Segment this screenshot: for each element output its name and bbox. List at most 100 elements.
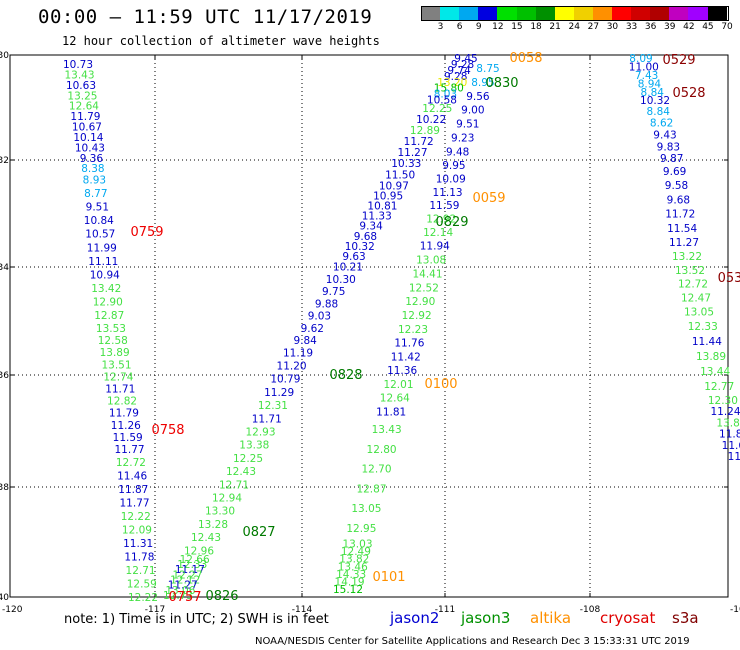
track-value: 10.32 xyxy=(640,95,670,107)
colorbar-swatch xyxy=(669,6,689,20)
track-value: 13.52 xyxy=(675,265,705,277)
colorbar-label: 42 xyxy=(683,22,695,32)
track-value: 14.19 xyxy=(335,576,365,588)
colorbar-swatch xyxy=(707,6,728,20)
page-title: 00:00 – 11:59 UTC 11/17/2019 xyxy=(38,6,373,28)
track-value: 9.28 xyxy=(451,59,474,71)
footer-credit: NOAA/NESDIS Center for Satellite Applica… xyxy=(255,636,690,647)
track-value: 11.99 xyxy=(87,242,117,254)
track-value: 12.66 xyxy=(180,554,210,566)
track-value: 9.23 xyxy=(451,132,474,144)
legend-s3a: s3a xyxy=(672,609,699,627)
track-value: 12.80 xyxy=(367,444,397,456)
colorbar-swatch xyxy=(459,6,479,20)
track-value: 10.97 xyxy=(379,180,409,192)
track-value: 9.62 xyxy=(301,323,324,335)
track-value: 10.32 xyxy=(345,241,375,253)
track-value: 10.63 xyxy=(66,80,96,92)
track-value: 11.26 xyxy=(111,420,141,432)
track-value: 12.90 xyxy=(93,297,123,309)
track-value: 11.42 xyxy=(391,351,421,363)
colorbar-swatch xyxy=(516,6,537,20)
x-tick-label: -114 xyxy=(292,605,313,615)
track-value: 11.81 xyxy=(376,406,406,418)
track-value: 9.36 xyxy=(80,153,104,165)
track-value: 13.51 xyxy=(101,359,131,371)
time-label-0100: 0100 xyxy=(424,377,457,392)
track-value: 9.68 xyxy=(354,231,377,243)
units-note: note: 1) Time is in UTC; 2) SWH is in fe… xyxy=(64,612,329,627)
track-value: 11.20 xyxy=(277,360,307,372)
colorbar-swatch xyxy=(535,6,556,20)
track-value: 8.03 xyxy=(434,89,457,101)
colorbar-label: 45 xyxy=(702,22,714,32)
track-value: 13.82 xyxy=(339,554,369,566)
time-label-0830: 0830 xyxy=(485,76,518,91)
track-value: 9.51 xyxy=(456,119,479,131)
track-value: 12.43 xyxy=(226,466,256,478)
track-value: 11.59 xyxy=(429,200,459,212)
time-label-0826: 0826 xyxy=(205,589,238,604)
track-value: 9.48 xyxy=(446,146,469,158)
track-value: 12.95 xyxy=(346,523,376,535)
track-value: 11.77 xyxy=(120,498,150,510)
track-value: 9.28 xyxy=(444,71,467,83)
y-tick-label: -30 xyxy=(0,51,9,61)
track-value: 11.54 xyxy=(667,223,697,235)
track-value: 11.29 xyxy=(264,387,294,399)
track-value: 9.00 xyxy=(461,105,484,117)
track-value: 11.78 xyxy=(124,552,154,564)
track-value: 12.77 xyxy=(704,381,734,393)
track-value: 13.46 xyxy=(338,561,368,573)
track-value: 13.05 xyxy=(351,503,381,515)
track-value: 12.70 xyxy=(361,464,391,476)
track-value: 12.14 xyxy=(423,227,453,239)
time-label-0528: 0528 xyxy=(672,86,705,101)
track-value: 12.25 xyxy=(422,103,452,115)
track-value: 11.79 xyxy=(109,408,139,420)
track-value: 13.89 xyxy=(100,347,130,359)
time-label-0758: 0758 xyxy=(151,423,184,438)
track-value: 9.03 xyxy=(308,311,331,323)
track-value: 8.93 xyxy=(83,174,106,186)
track-value: 12.09 xyxy=(122,525,152,537)
track-value: 12.22 xyxy=(128,592,158,604)
track-value: 15.80 xyxy=(434,83,464,95)
plot-frame xyxy=(9,54,729,598)
colorbar-label: 21 xyxy=(549,22,561,32)
track-value: 11.87 xyxy=(118,484,148,496)
track-value: 11.11 xyxy=(88,256,118,268)
track-value: 9.58 xyxy=(665,180,688,192)
colorbar-swatch xyxy=(592,6,613,20)
track-value: 12.64 xyxy=(380,393,410,405)
colorbar-label: 12 xyxy=(492,22,504,32)
colorbar-label: 70 xyxy=(721,22,733,32)
track-value: 11.31 xyxy=(123,538,153,550)
track-value: 12.93 xyxy=(245,426,275,438)
track-value: 12.43 xyxy=(191,532,221,544)
track-value: 11.72 xyxy=(404,136,434,148)
track-value: 12.74 xyxy=(103,371,133,383)
track-value: 12.73 xyxy=(163,590,193,602)
track-value: 12.71 xyxy=(126,565,156,577)
track-value: 10.84 xyxy=(84,215,114,227)
legend-cryosat: cryosat xyxy=(600,609,656,627)
track-value: 10.67 xyxy=(72,122,102,134)
track-value: 10.09 xyxy=(436,173,466,185)
track-value: 10.73 xyxy=(63,59,93,71)
track-value: 8.38 xyxy=(81,163,104,175)
track-value: 9.45 xyxy=(454,53,477,65)
track-value: 13.28 xyxy=(198,519,228,531)
track-value: 11.19 xyxy=(283,347,313,359)
track-value: 13.38 xyxy=(239,440,269,452)
track-value: 11.36 xyxy=(387,365,417,377)
track-value: 12.72 xyxy=(116,457,146,469)
track-value: 12.71 xyxy=(219,479,249,491)
track-value: 12.12 xyxy=(170,575,200,587)
track-value: 7.43 xyxy=(635,70,658,82)
track-value: 10.79 xyxy=(270,374,300,386)
track-value: 11.72 xyxy=(665,209,695,221)
track-value: 11.13 xyxy=(433,187,463,199)
track-value: 13.25 xyxy=(67,90,97,102)
